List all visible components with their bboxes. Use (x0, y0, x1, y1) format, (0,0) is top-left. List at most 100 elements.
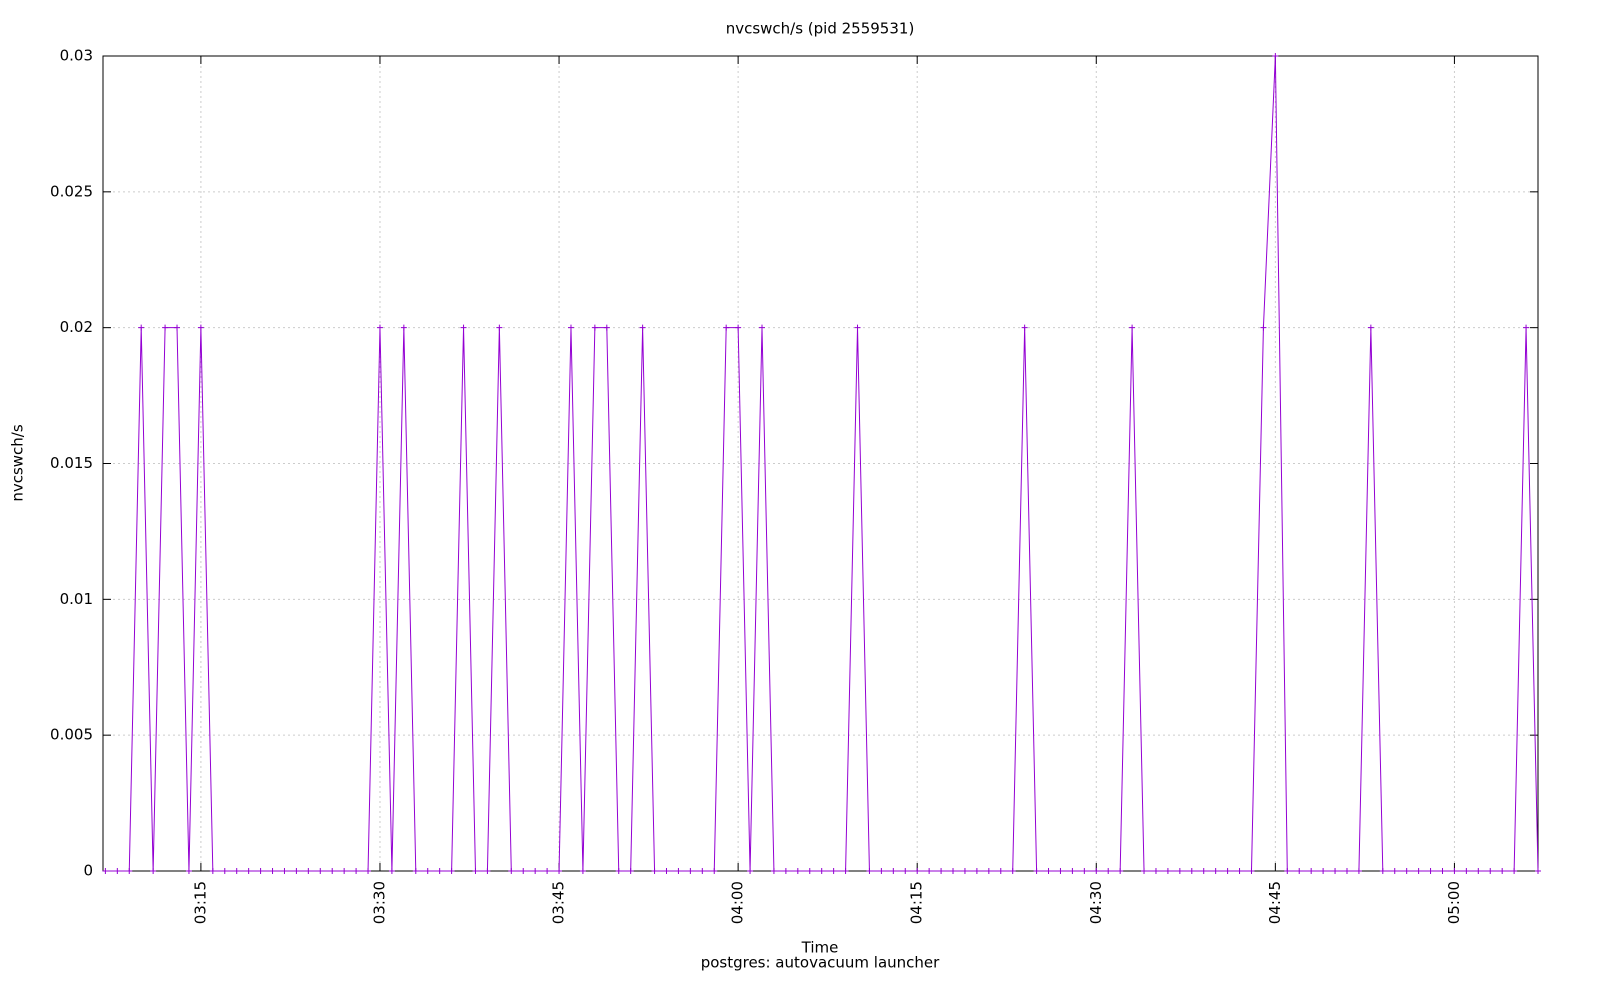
data-point (293, 868, 300, 874)
footer: postgres: autovacuum launcher (701, 954, 940, 972)
data-point (1105, 868, 1112, 874)
y-tick-label: 0.015 (50, 454, 93, 472)
data-point (1117, 868, 1124, 874)
x-tick-label: 04:00 (729, 881, 747, 924)
data-point (126, 868, 133, 874)
y-tick-label: 0.025 (50, 182, 93, 200)
data-point (197, 324, 204, 331)
x-tick-label: 04:15 (908, 881, 926, 924)
data-point (508, 868, 515, 874)
data-point (950, 868, 957, 874)
data-point (221, 868, 228, 874)
data-point (1236, 868, 1243, 874)
data-point (556, 868, 563, 874)
data-point (747, 868, 754, 874)
data-point (1021, 324, 1028, 331)
data-point (1141, 868, 1148, 874)
data-point (1272, 53, 1279, 59)
data-point (1045, 868, 1052, 874)
data-point (496, 324, 503, 331)
data-point (209, 868, 216, 874)
data-point (926, 868, 933, 874)
data-point (1152, 868, 1159, 874)
data-point (1367, 324, 1374, 331)
data-point (806, 868, 813, 874)
data-point (1403, 868, 1410, 874)
data-point (1355, 868, 1362, 874)
data-point (1033, 868, 1040, 874)
data-point (770, 868, 777, 874)
data-point (1463, 868, 1470, 874)
data-point (1332, 868, 1339, 874)
data-point (1069, 868, 1076, 874)
data-point (842, 868, 849, 874)
data-point (233, 868, 240, 874)
data-point (400, 324, 407, 331)
data-point (376, 324, 383, 331)
data-point (1308, 868, 1315, 874)
y-axis-label: nvcswch/s (9, 424, 27, 502)
data-point (639, 324, 646, 331)
x-tick-label: 04:30 (1087, 881, 1105, 924)
data-point (1379, 868, 1386, 874)
x-axis-label: Time (801, 939, 839, 957)
data-point (353, 868, 360, 874)
data-point (1487, 868, 1494, 874)
data-point (1188, 868, 1195, 874)
data-point (448, 868, 455, 874)
data-point (317, 868, 324, 874)
x-tick-label: 03:15 (191, 881, 209, 924)
data-point (1081, 868, 1088, 874)
y-tick-label: 0.02 (60, 318, 93, 336)
data-point (1284, 868, 1291, 874)
data-point (663, 868, 670, 874)
data-point (1009, 868, 1016, 874)
data-point (1391, 868, 1398, 874)
data-point (185, 868, 192, 874)
data-point (1212, 868, 1219, 874)
data-point (114, 868, 121, 874)
data-point (150, 868, 157, 874)
data-point (1499, 868, 1506, 874)
data-point (878, 868, 885, 874)
x-tick-label: 03:45 (550, 881, 568, 924)
data-point (723, 324, 730, 331)
data-point (484, 868, 491, 874)
data-point (854, 324, 861, 331)
data-point (1439, 868, 1446, 874)
chart-title: nvcswch/s (pid 2559531) (726, 20, 915, 38)
data-point (1200, 868, 1207, 874)
data-point (603, 324, 610, 331)
data-point (460, 324, 467, 331)
data-point (472, 868, 479, 874)
data-point (544, 868, 551, 874)
data-point (675, 868, 682, 874)
y-tick-label: 0 (83, 862, 93, 880)
data-point (1260, 324, 1267, 331)
x-tick-label: 03:30 (370, 881, 388, 924)
data-point (985, 868, 992, 874)
data-point (412, 868, 419, 874)
data-point (1475, 868, 1482, 874)
data-point (305, 868, 312, 874)
data-point (341, 868, 348, 874)
data-point (866, 868, 873, 874)
data-point (615, 868, 622, 874)
data-point (102, 868, 109, 874)
data-point (794, 868, 801, 874)
data-point (245, 868, 252, 874)
data-point (973, 868, 980, 874)
data-point (1248, 868, 1255, 874)
x-tick-label: 05:00 (1445, 881, 1463, 924)
data-point (1057, 868, 1064, 874)
data-point (1296, 868, 1303, 874)
data-point (1511, 868, 1518, 874)
data-point (424, 868, 431, 874)
y-tick-label: 0.03 (60, 47, 93, 65)
data-point (1224, 868, 1231, 874)
data-point (627, 868, 634, 874)
data-point (1093, 868, 1100, 874)
data-point (1176, 868, 1183, 874)
